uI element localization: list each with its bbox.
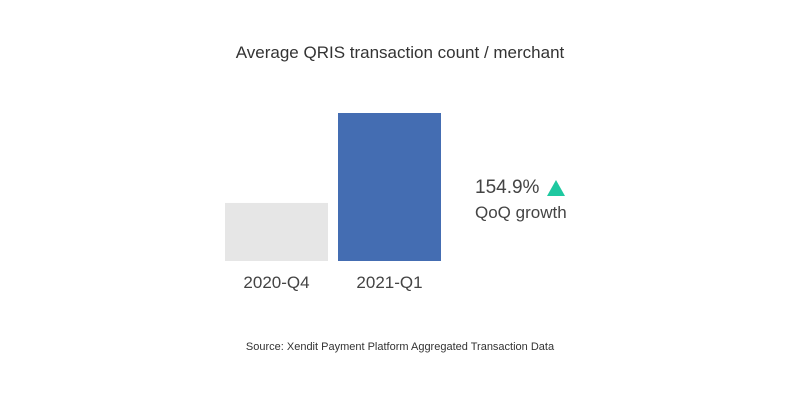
growth-label: QoQ growth bbox=[475, 203, 567, 222]
growth-value: 154.9% bbox=[475, 177, 540, 198]
bar-2020-q4 bbox=[225, 202, 328, 261]
source-note: Source: Xendit Payment Platform Aggregat… bbox=[245, 341, 555, 353]
growth-annotation: 154.9% QoQ growth bbox=[475, 175, 567, 225]
chart-title: Average QRIS transaction count / merchan… bbox=[235, 43, 565, 62]
category-label-2021-q1: 2021-Q1 bbox=[356, 273, 422, 292]
category-label-2020-q4: 2020-Q4 bbox=[243, 273, 309, 292]
growth-value-row: 154.9% bbox=[475, 175, 567, 200]
up-triangle-icon bbox=[547, 179, 566, 196]
bar-2021-q1 bbox=[338, 113, 441, 261]
